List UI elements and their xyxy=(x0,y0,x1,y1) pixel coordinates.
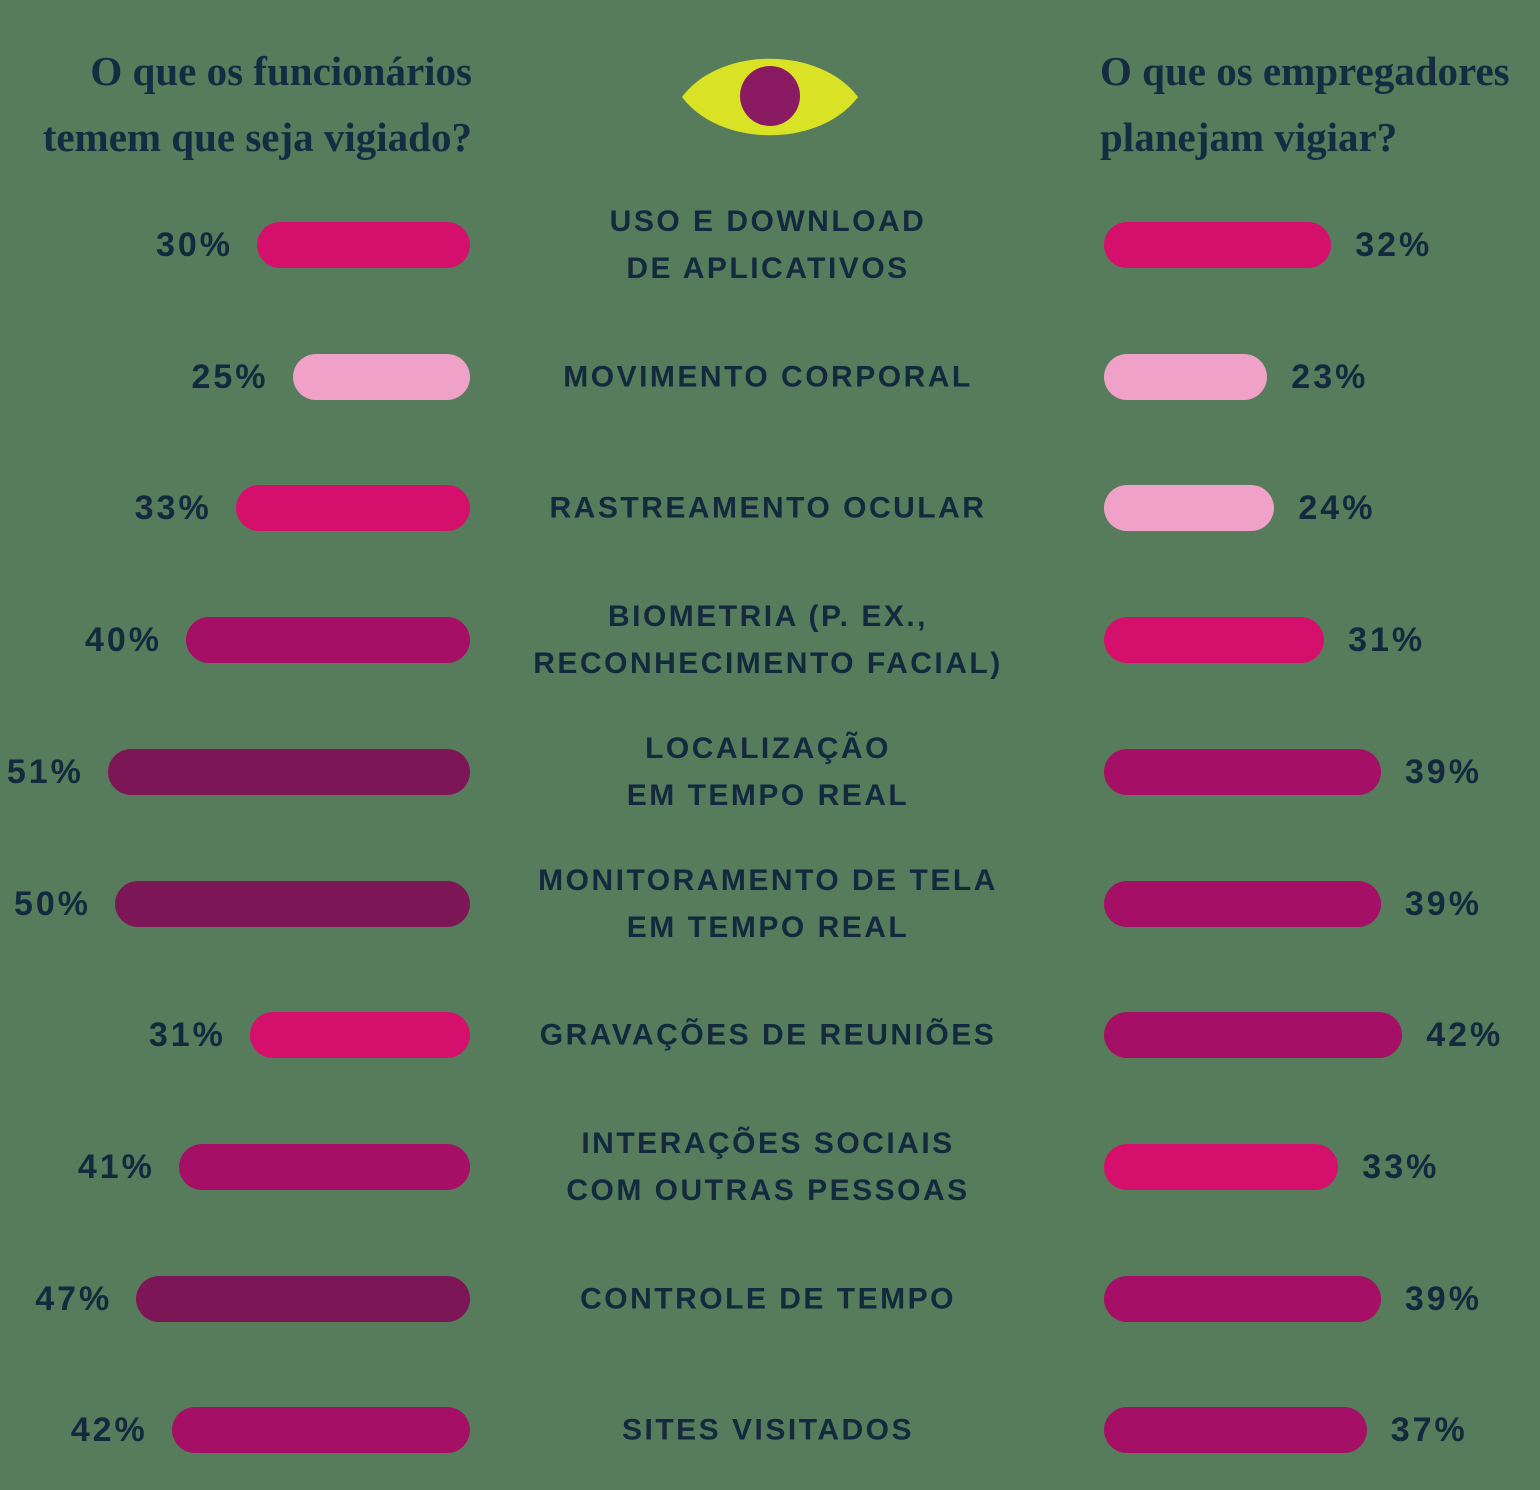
employee-fear-bar xyxy=(115,880,470,927)
employer-plan-bar xyxy=(1104,353,1268,400)
category-label-line: BIOMETRIA (P. EX., xyxy=(607,600,929,634)
category-label: MONITORAMENTO DE TELA EM TEMPO REAL xyxy=(458,857,1078,951)
category-label-line: MOVIMENTO CORPORAL xyxy=(563,360,973,394)
category-label-line: MONITORAMENTO DE TELA xyxy=(538,863,998,897)
employer-plan-value: 39% xyxy=(1404,1279,1482,1318)
category-label-line: EM TEMPO REAL xyxy=(626,778,910,812)
employer-plan-bar xyxy=(1104,617,1325,664)
category-label-line: RASTREAMENTO OCULAR xyxy=(549,491,987,525)
employer-plan-value: 39% xyxy=(1404,884,1482,923)
category-label-line: LOCALIZAÇÃO xyxy=(645,731,891,765)
employee-fear-bar xyxy=(171,1407,470,1454)
employer-plan-bar xyxy=(1104,1407,1367,1454)
category-label: LOCALIZAÇÃO EM TEMPO REAL xyxy=(458,725,1078,819)
employer-plan-bar xyxy=(1104,222,1332,268)
employer-plan-value: 42% xyxy=(1426,1016,1504,1055)
category-label: MOVIMENTO CORPORAL xyxy=(458,353,1078,400)
category-label: SITES VISITADOS xyxy=(458,1407,1078,1454)
employee-fear-value: 42% xyxy=(70,1411,148,1450)
category-label-line: USO E DOWNLOAD xyxy=(609,205,927,238)
employee-fear-value: 41% xyxy=(77,1147,155,1186)
category-label-line: CONTROLE DE TEMPO xyxy=(580,1282,956,1316)
category-label-line: EM TEMPO REAL xyxy=(626,910,910,944)
category-label-line: DE APLICATIVOS xyxy=(626,252,910,285)
left-column-title-line1: O que os funcionários xyxy=(90,48,472,94)
employer-plan-bar xyxy=(1104,880,1381,927)
employee-fear-value: 51% xyxy=(6,752,84,791)
category-label-line: RECONHECIMENTO FACIAL) xyxy=(533,647,1003,681)
employee-fear-bar xyxy=(186,617,470,664)
category-label: CONTROLE DE TEMPO xyxy=(458,1275,1078,1322)
employee-fear-value: 47% xyxy=(35,1279,113,1318)
employee-fear-value: 25% xyxy=(191,357,269,396)
employee-fear-value: 50% xyxy=(13,884,91,923)
employee-fear-value: 30% xyxy=(155,226,233,264)
employer-plan-value: 24% xyxy=(1298,489,1376,528)
eye-icon xyxy=(678,44,862,150)
category-label: USO E DOWNLOAD DE APLICATIVOS xyxy=(458,198,1078,292)
employee-fear-bar xyxy=(136,1275,470,1322)
category-label-line: COM OUTRAS PESSOAS xyxy=(566,1173,970,1207)
category-label: GRAVAÇÕES DE REUNIÕES xyxy=(458,1012,1078,1059)
employee-fear-bar xyxy=(292,353,470,400)
category-label: RASTREAMENTO OCULAR xyxy=(458,485,1078,532)
employee-fear-value: 31% xyxy=(148,1016,226,1055)
employee-fear-value: 40% xyxy=(84,621,162,660)
employer-plan-bar xyxy=(1104,485,1275,532)
employee-fear-bar xyxy=(235,485,470,532)
category-label: BIOMETRIA (P. EX., RECONHECIMENTO FACIAL) xyxy=(458,593,1078,687)
employer-plan-value: 39% xyxy=(1404,752,1482,791)
employer-plan-value: 32% xyxy=(1355,226,1433,264)
employee-fear-bar xyxy=(178,1143,470,1190)
category-label-line: GRAVAÇÕES DE REUNIÕES xyxy=(539,1018,997,1052)
employee-fear-bar xyxy=(257,222,470,268)
employer-plan-bar xyxy=(1104,748,1381,795)
employer-plan-value: 37% xyxy=(1390,1411,1468,1450)
employer-plan-value: 23% xyxy=(1291,357,1369,396)
right-column-title-line2: planejam vigiar? xyxy=(1100,114,1398,160)
left-column-title: O que os funcionários temem que seja vig… xyxy=(0,38,472,170)
right-column-title: O que os empregadores planejam vigiar? xyxy=(1100,38,1540,170)
category-label-line: INTERAÇÕES SOCIAIS xyxy=(581,1126,955,1160)
employer-plan-bar xyxy=(1104,1275,1381,1322)
employer-plan-bar xyxy=(1104,1012,1403,1059)
employer-plan-value: 33% xyxy=(1362,1147,1440,1186)
category-label: INTERAÇÕES SOCIAIS COM OUTRAS PESSOAS xyxy=(458,1120,1078,1214)
employee-fear-bar xyxy=(249,1012,470,1059)
employer-plan-value: 31% xyxy=(1348,621,1426,660)
left-column-title-line2: temem que seja vigiado? xyxy=(42,114,472,160)
employee-fear-value: 33% xyxy=(134,489,212,528)
right-column-title-line1: O que os empregadores xyxy=(1100,48,1510,94)
employer-plan-bar xyxy=(1104,1143,1339,1190)
category-label-line: SITES VISITADOS xyxy=(622,1413,914,1447)
employee-fear-bar xyxy=(107,748,470,795)
